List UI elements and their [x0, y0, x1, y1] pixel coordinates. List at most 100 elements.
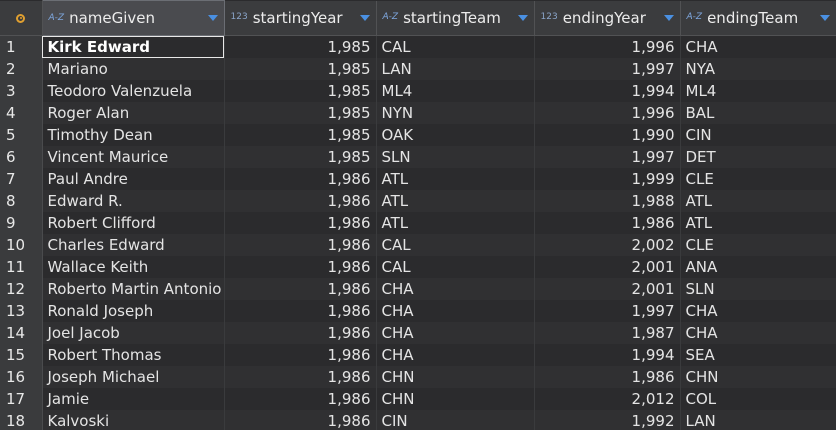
cell-nameGiven[interactable]: Wallace Keith — [42, 256, 225, 278]
cell-startingYear[interactable]: 1,986 — [224, 234, 377, 256]
cell-endingTeam[interactable]: BAL — [680, 102, 836, 124]
row-number[interactable]: 9 — [0, 212, 43, 234]
cell-nameGiven[interactable]: Roberto Martin Antonio — [42, 278, 225, 300]
cell-startingYear[interactable]: 1,986 — [224, 256, 377, 278]
table-row[interactable]: 18 Kalvoski 1,986 CIN 1,992 LAN — [0, 410, 836, 430]
cell-startingYear[interactable]: 1,986 — [224, 410, 377, 430]
cell-endingTeam[interactable]: CLE — [680, 168, 836, 190]
cell-endingYear[interactable]: 1,996 — [534, 102, 681, 124]
sort-down-icon[interactable] — [207, 15, 218, 21]
cell-endingYear[interactable]: 1,990 — [534, 124, 681, 146]
table-row[interactable]: 6 Vincent Maurice 1,985 SLN 1,997 DET — [0, 146, 836, 168]
table-row[interactable]: 5 Timothy Dean 1,985 OAK 1,990 CIN — [0, 124, 836, 146]
cell-endingTeam[interactable]: CHA — [680, 35, 836, 58]
cell-endingYear[interactable]: 1,986 — [534, 212, 681, 234]
cell-endingTeam[interactable]: CLE — [680, 234, 836, 256]
cell-endingYear[interactable]: 1,996 — [534, 35, 681, 58]
cell-nameGiven[interactable]: Edward R. — [42, 190, 225, 212]
row-number[interactable]: 7 — [0, 168, 43, 190]
cell-endingTeam[interactable]: ATL — [680, 190, 836, 212]
cell-nameGiven[interactable]: Robert Clifford — [42, 212, 225, 234]
cell-endingTeam[interactable]: CHN — [680, 366, 836, 388]
cell-nameGiven[interactable]: Timothy Dean — [42, 124, 225, 146]
cell-nameGiven[interactable]: Mariano — [42, 58, 225, 80]
row-number[interactable]: 2 — [0, 58, 43, 80]
table-row[interactable]: 10 Charles Edward 1,986 CAL 2,002 CLE — [0, 234, 836, 256]
grid-settings-button[interactable] — [0, 0, 43, 36]
cell-startingTeam[interactable]: CHN — [376, 366, 535, 388]
table-row[interactable]: 4 Roger Alan 1,985 NYN 1,996 BAL — [0, 102, 836, 124]
row-number[interactable]: 16 — [0, 366, 43, 388]
cell-startingTeam[interactable]: CAL — [376, 256, 535, 278]
table-row[interactable]: 3 Teodoro Valenzuela 1,985 ML4 1,994 ML4 — [0, 80, 836, 102]
column-header-endingYear[interactable]: 123 endingYear — [534, 0, 681, 36]
row-number[interactable]: 4 — [0, 102, 43, 124]
cell-endingYear[interactable]: 2,002 — [534, 234, 681, 256]
cell-endingYear[interactable]: 1,987 — [534, 322, 681, 344]
cell-endingTeam[interactable]: ATL — [680, 212, 836, 234]
cell-endingYear[interactable]: 2,001 — [534, 278, 681, 300]
row-number[interactable]: 12 — [0, 278, 43, 300]
cell-startingYear[interactable]: 1,986 — [224, 322, 377, 344]
row-number[interactable]: 8 — [0, 190, 43, 212]
cell-startingTeam[interactable]: CHA — [376, 344, 535, 366]
row-number[interactable]: 17 — [0, 388, 43, 410]
cell-startingYear[interactable]: 1,985 — [224, 124, 377, 146]
table-row[interactable]: 16 Joseph Michael 1,986 CHN 1,986 CHN — [0, 366, 836, 388]
row-number[interactable]: 11 — [0, 256, 43, 278]
cell-startingTeam[interactable]: CHA — [376, 322, 535, 344]
cell-endingYear[interactable]: 1,997 — [534, 58, 681, 80]
cell-endingTeam[interactable]: COL — [680, 388, 836, 410]
row-number[interactable]: 15 — [0, 344, 43, 366]
table-row[interactable]: 11 Wallace Keith 1,986 CAL 2,001 ANA — [0, 256, 836, 278]
cell-endingYear[interactable]: 1,997 — [534, 300, 681, 322]
cell-startingYear[interactable]: 1,985 — [224, 80, 377, 102]
table-row[interactable]: 9 Robert Clifford 1,986 ATL 1,986 ATL — [0, 212, 836, 234]
sort-down-icon[interactable] — [819, 14, 830, 21]
cell-startingTeam[interactable]: ATL — [376, 168, 535, 190]
cell-nameGiven[interactable]: Kalvoski — [42, 410, 225, 430]
row-number[interactable]: 3 — [0, 80, 43, 102]
cell-endingYear[interactable]: 2,012 — [534, 388, 681, 410]
row-number[interactable]: 6 — [0, 146, 43, 168]
cell-startingYear[interactable]: 1,986 — [224, 366, 377, 388]
sort-down-icon[interactable] — [359, 14, 370, 21]
cell-endingYear[interactable]: 1,988 — [534, 190, 681, 212]
cell-endingTeam[interactable]: ML4 — [680, 80, 836, 102]
cell-startingTeam[interactable]: CIN — [376, 410, 535, 430]
cell-endingYear[interactable]: 1,999 — [534, 168, 681, 190]
cell-nameGiven[interactable]: Ronald Joseph — [42, 300, 225, 322]
cell-startingTeam[interactable]: SLN — [376, 146, 535, 168]
cell-endingTeam[interactable]: LAN — [680, 410, 836, 430]
cell-startingTeam[interactable]: CHN — [376, 388, 535, 410]
cell-startingYear[interactable]: 1,986 — [224, 278, 377, 300]
cell-startingTeam[interactable]: OAK — [376, 124, 535, 146]
table-row[interactable]: 7 Paul Andre 1,986 ATL 1,999 CLE — [0, 168, 836, 190]
sort-down-icon[interactable] — [663, 14, 674, 21]
cell-endingYear[interactable]: 1,994 — [534, 80, 681, 102]
table-row[interactable]: 8 Edward R. 1,986 ATL 1,988 ATL — [0, 190, 836, 212]
table-row[interactable]: 14 Joel Jacob 1,986 CHA 1,987 CHA — [0, 322, 836, 344]
cell-endingTeam[interactable]: DET — [680, 146, 836, 168]
table-row[interactable]: 17 Jamie 1,986 CHN 2,012 COL — [0, 388, 836, 410]
cell-endingTeam[interactable]: CHA — [680, 300, 836, 322]
cell-endingYear[interactable]: 1,992 — [534, 410, 681, 430]
cell-startingYear[interactable]: 1,985 — [224, 58, 377, 80]
cell-nameGiven[interactable]: Kirk Edward — [42, 35, 225, 58]
cell-startingTeam[interactable]: CHA — [376, 278, 535, 300]
sort-down-icon[interactable] — [517, 14, 528, 21]
cell-startingYear[interactable]: 1,986 — [224, 344, 377, 366]
cell-endingTeam[interactable]: SLN — [680, 278, 836, 300]
cell-endingYear[interactable]: 1,997 — [534, 146, 681, 168]
column-header-nameGiven[interactable]: A-Z nameGiven — [41, 0, 225, 36]
cell-endingYear[interactable]: 2,001 — [534, 256, 681, 278]
cell-nameGiven[interactable]: Joel Jacob — [42, 322, 225, 344]
cell-startingYear[interactable]: 1,985 — [224, 146, 377, 168]
cell-nameGiven[interactable]: Teodoro Valenzuela — [42, 80, 225, 102]
table-row[interactable]: 2 Mariano 1,985 LAN 1,997 NYA — [0, 58, 836, 80]
cell-nameGiven[interactable]: Robert Thomas — [42, 344, 225, 366]
cell-startingYear[interactable]: 1,986 — [224, 212, 377, 234]
cell-startingYear[interactable]: 1,986 — [224, 388, 377, 410]
cell-startingTeam[interactable]: CAL — [376, 234, 535, 256]
table-row[interactable]: 13 Ronald Joseph 1,986 CHA 1,997 CHA — [0, 300, 836, 322]
